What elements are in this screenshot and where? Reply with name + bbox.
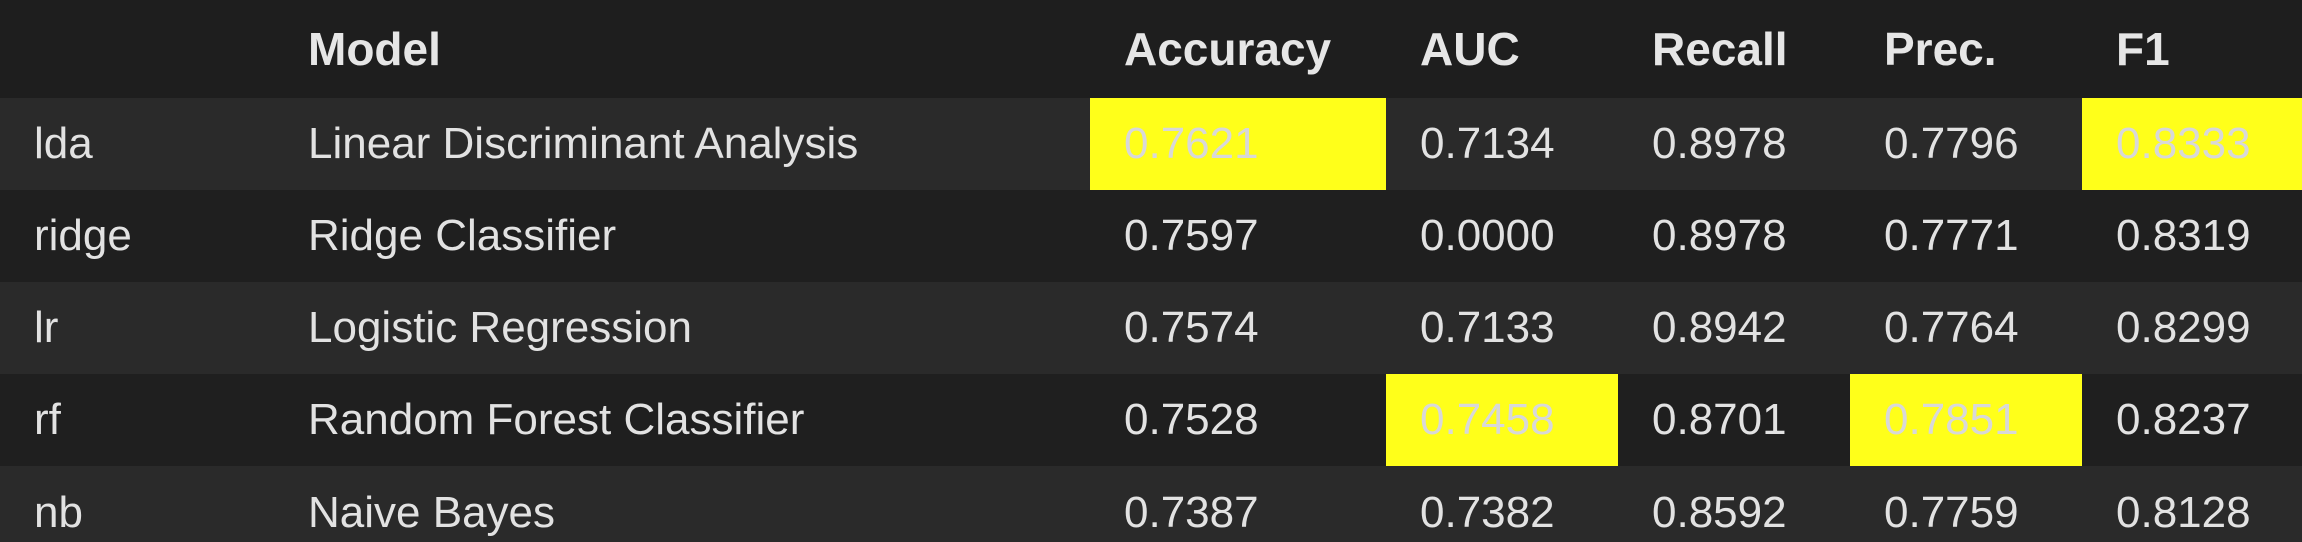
row-index: rf (34, 395, 61, 444)
f1-cell: 0.8237 (2116, 395, 2251, 444)
f1-cell: 0.8319 (2116, 211, 2251, 260)
model-name: Linear Discriminant Analysis (308, 119, 859, 168)
model-name: Ridge Classifier (308, 211, 617, 260)
accuracy-cell-highlighted: 0.7621 (1090, 98, 1386, 190)
accuracy-cell: 0.7387 (1124, 487, 1259, 537)
auc-cell-highlighted: 0.7458 (1386, 374, 1618, 466)
header-auc[interactable]: AUC (1420, 23, 1520, 75)
f1-cell: 0.8299 (2116, 303, 2251, 352)
prec-cell: 0.7796 (1884, 119, 2019, 168)
row-index: ridge (34, 211, 132, 260)
table-row: lda Linear Discriminant Analysis 0.7621 … (0, 98, 2302, 190)
table-row: ridge Ridge Classifier 0.7597 0.0000 0.8… (0, 190, 2302, 282)
header-model[interactable]: Model (308, 23, 441, 75)
prec-cell: 0.7771 (1884, 211, 2019, 260)
header-recall[interactable]: Recall (1652, 23, 1788, 75)
recall-cell: 0.8978 (1652, 119, 1787, 168)
recall-cell: 0.8942 (1652, 303, 1787, 352)
prec-cell: 0.7764 (1884, 303, 2019, 352)
row-index: lr (34, 303, 59, 352)
table-row: lr Logistic Regression 0.7574 0.7133 0.8… (0, 282, 2302, 374)
f1-cell-highlighted: 0.8333 (2082, 98, 2302, 190)
accuracy-cell: 0.7574 (1124, 303, 1259, 352)
prec-cell: 0.7759 (1884, 487, 2019, 537)
auc-cell: 0.7382 (1420, 487, 1555, 537)
recall-cell: 0.8701 (1652, 395, 1787, 444)
row-index: lda (34, 119, 93, 168)
auc-cell: 0.7134 (1420, 119, 1555, 168)
model-name: Random Forest Classifier (308, 395, 805, 444)
header-index[interactable] (0, 0, 274, 98)
row-index: nb (34, 487, 83, 537)
table-body: lda Linear Discriminant Analysis 0.7621 … (0, 98, 2302, 542)
recall-cell: 0.8978 (1652, 211, 1787, 260)
header-accuracy[interactable]: Accuracy (1124, 23, 1332, 75)
model-name: Logistic Regression (308, 303, 692, 352)
accuracy-cell: 0.7528 (1124, 395, 1259, 444)
f1-cell: 0.8128 (2116, 487, 2251, 537)
header-f1[interactable]: F1 (2116, 23, 2170, 75)
accuracy-cell: 0.7597 (1124, 211, 1259, 260)
model-name: Naive Bayes (308, 487, 556, 537)
header-prec[interactable]: Prec. (1884, 23, 1997, 75)
auc-cell: 0.7133 (1420, 303, 1555, 352)
header-row: Model Accuracy AUC Recall Prec. F1 (0, 0, 2302, 98)
table-row: nb Naive Bayes 0.7387 0.7382 0.8592 0.77… (0, 466, 2302, 542)
prec-cell-highlighted: 0.7851 (1850, 374, 2082, 466)
recall-cell: 0.8592 (1652, 487, 1787, 537)
table-row: rf Random Forest Classifier 0.7528 0.745… (0, 374, 2302, 466)
table-header: Model Accuracy AUC Recall Prec. F1 (0, 0, 2302, 98)
auc-cell: 0.0000 (1420, 211, 1555, 260)
